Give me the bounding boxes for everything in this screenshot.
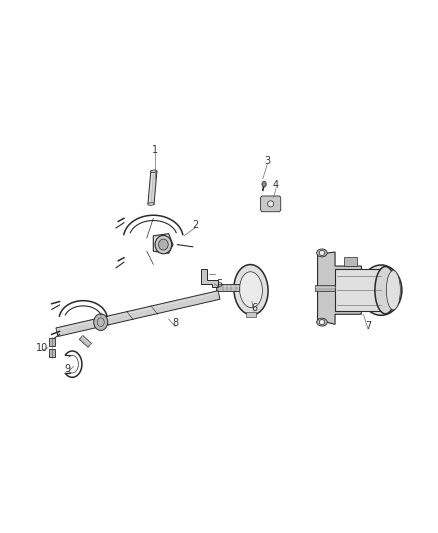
- Bar: [335, 269, 385, 311]
- Polygon shape: [56, 290, 220, 336]
- Text: 8: 8: [172, 318, 178, 328]
- Ellipse shape: [317, 318, 327, 326]
- Text: 2: 2: [192, 220, 198, 230]
- Bar: [344, 257, 357, 266]
- Bar: [49, 338, 55, 346]
- Polygon shape: [315, 285, 335, 290]
- Ellipse shape: [386, 270, 400, 310]
- Polygon shape: [79, 335, 92, 348]
- Text: 9: 9: [65, 365, 71, 374]
- Ellipse shape: [234, 264, 268, 315]
- Ellipse shape: [240, 272, 262, 308]
- Ellipse shape: [148, 203, 154, 205]
- Polygon shape: [148, 171, 157, 204]
- Circle shape: [319, 251, 325, 255]
- Ellipse shape: [159, 239, 168, 250]
- Polygon shape: [216, 284, 247, 291]
- Text: 3: 3: [264, 156, 270, 166]
- Polygon shape: [153, 233, 173, 253]
- Bar: [246, 312, 256, 317]
- Text: 5: 5: [216, 279, 222, 289]
- Text: 7: 7: [365, 321, 371, 330]
- Ellipse shape: [155, 236, 172, 254]
- Text: 1: 1: [152, 146, 159, 156]
- Ellipse shape: [317, 249, 327, 257]
- Ellipse shape: [94, 314, 108, 330]
- Text: 6: 6: [251, 303, 257, 313]
- Circle shape: [319, 319, 325, 325]
- Ellipse shape: [97, 318, 104, 327]
- Ellipse shape: [151, 170, 157, 173]
- Text: 10: 10: [35, 343, 48, 352]
- Ellipse shape: [360, 265, 402, 316]
- Text: 4: 4: [273, 181, 279, 190]
- Ellipse shape: [262, 181, 266, 187]
- FancyBboxPatch shape: [261, 196, 281, 212]
- Polygon shape: [201, 269, 218, 287]
- Ellipse shape: [375, 266, 396, 314]
- Bar: [49, 349, 55, 357]
- Circle shape: [268, 201, 274, 207]
- Polygon shape: [318, 252, 361, 324]
